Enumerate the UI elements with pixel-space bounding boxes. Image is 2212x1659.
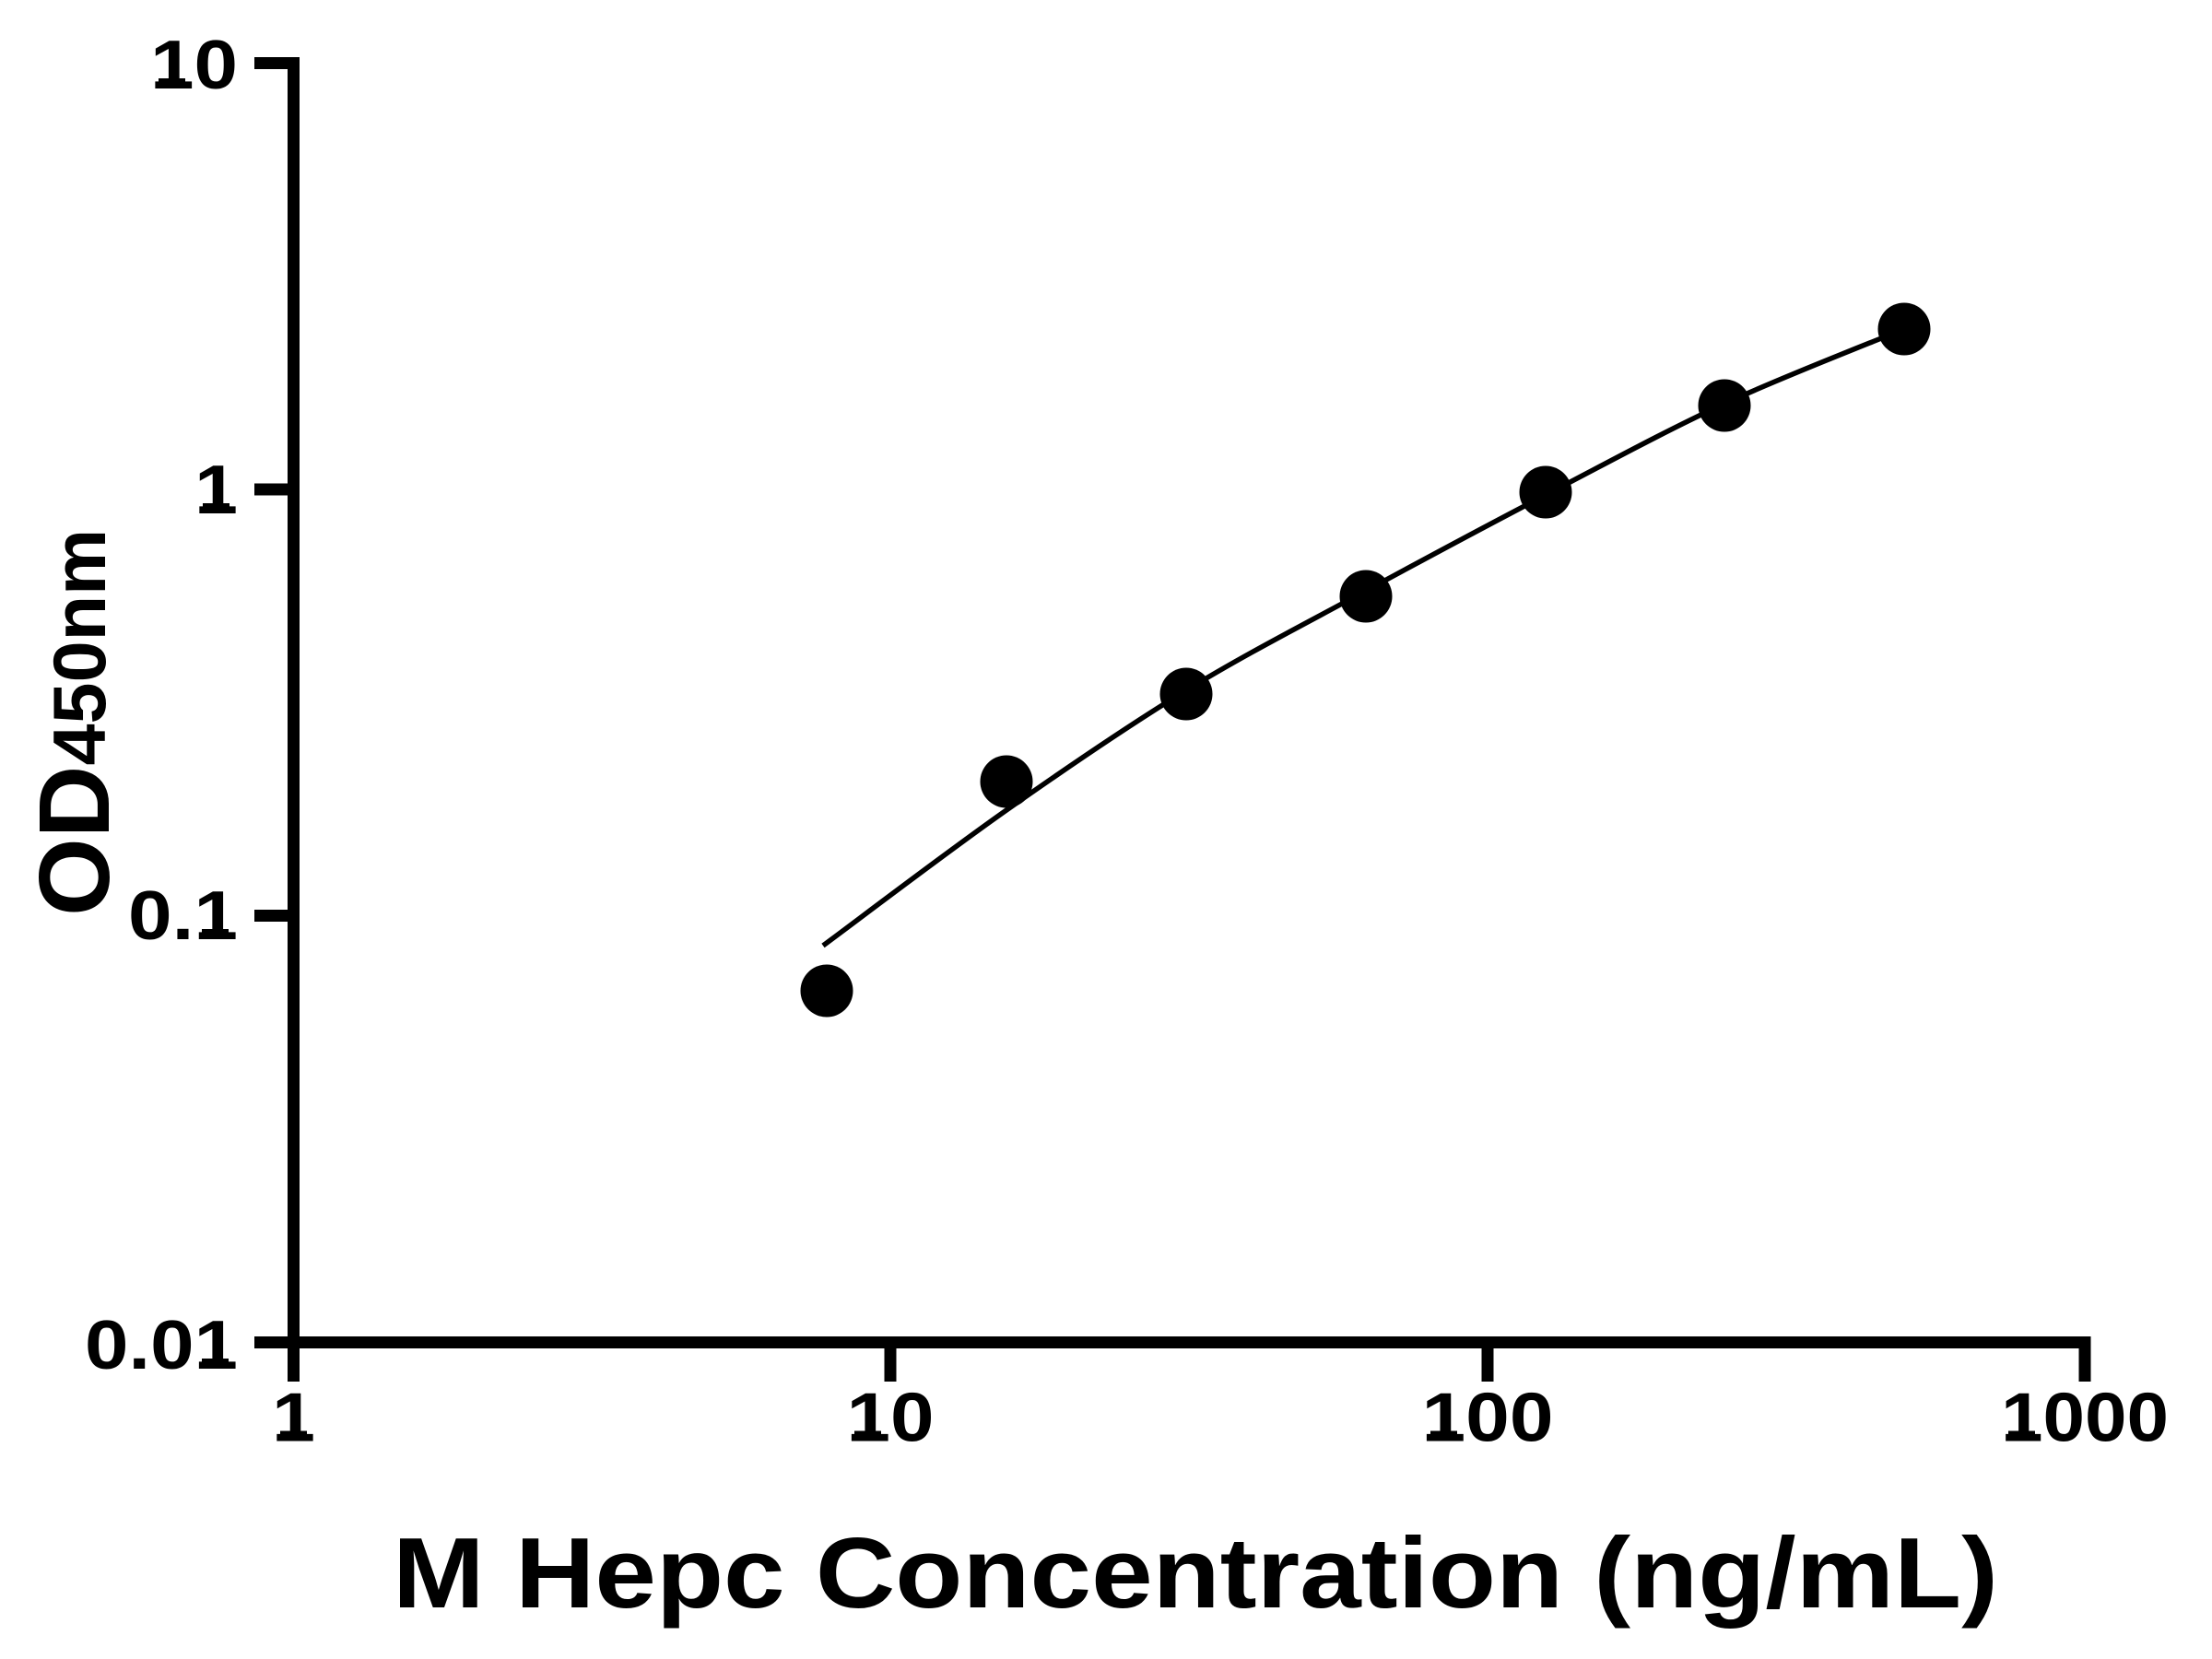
svg-text:1: 1 xyxy=(194,451,238,528)
svg-text:0.01: 0.01 xyxy=(85,1306,238,1383)
svg-text:10: 10 xyxy=(150,26,238,103)
svg-text:1: 1 xyxy=(272,1379,315,1456)
svg-text:1000: 1000 xyxy=(2001,1379,2169,1456)
svg-text:10: 10 xyxy=(847,1379,935,1456)
svg-text:100: 100 xyxy=(1422,1379,1554,1456)
svg-text:M Hepc Concentration (ng/mL): M Hepc Concentration (ng/mL) xyxy=(393,1517,1998,1630)
svg-text:0.1: 0.1 xyxy=(128,877,238,954)
